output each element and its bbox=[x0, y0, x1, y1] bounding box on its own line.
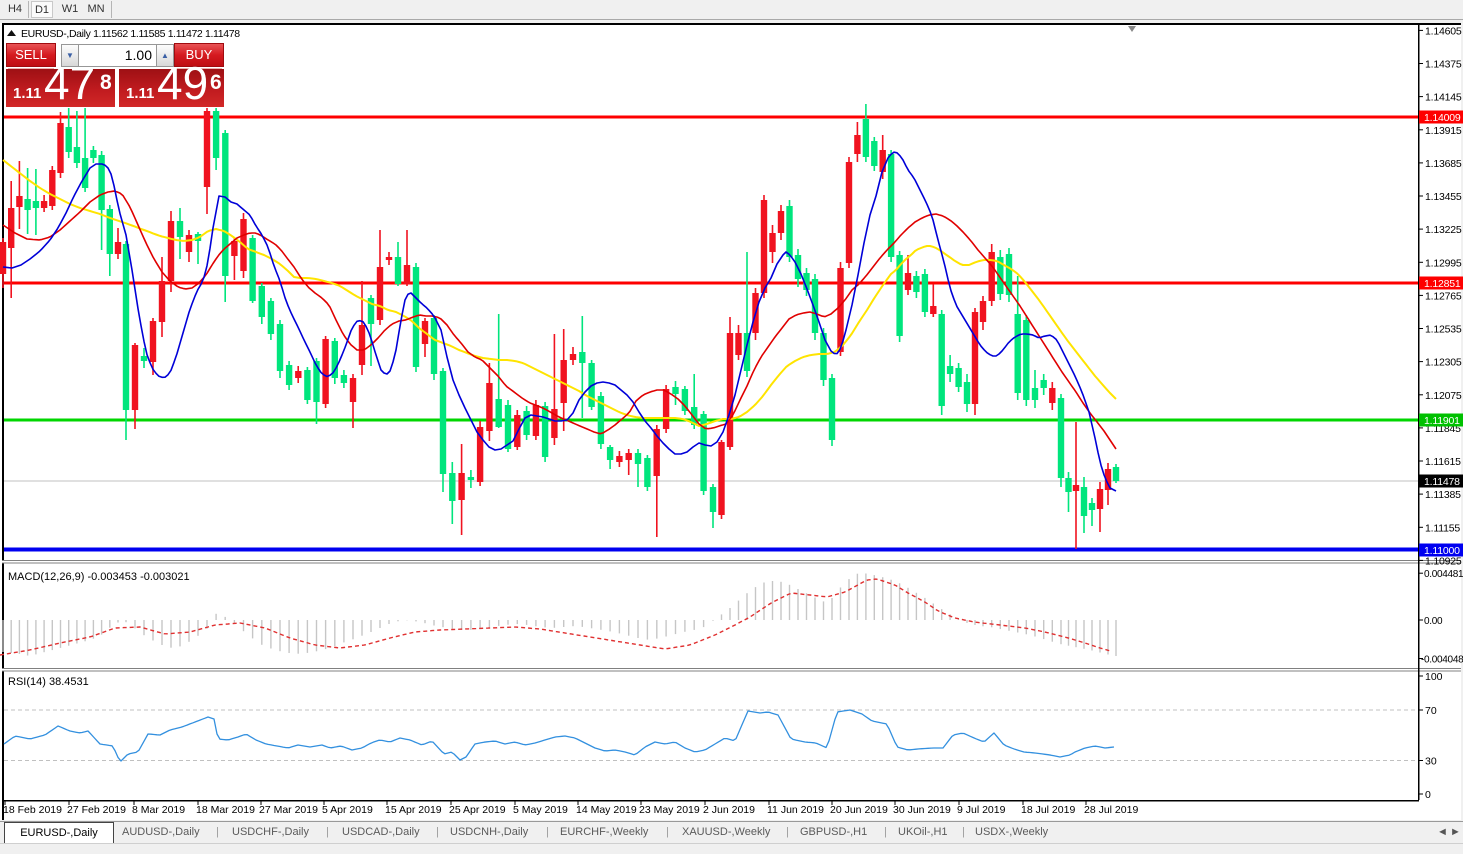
svg-text:0.004481: 0.004481 bbox=[1424, 569, 1463, 580]
svg-text:1.10925: 1.10925 bbox=[1425, 555, 1462, 567]
svg-text:1.12075: 1.12075 bbox=[1425, 390, 1462, 402]
svg-text:18 Feb 2019: 18 Feb 2019 bbox=[3, 804, 62, 816]
svg-text:1.11615: 1.11615 bbox=[1425, 456, 1461, 468]
svg-text:1.13915: 1.13915 bbox=[1425, 125, 1462, 137]
svg-text:0: 0 bbox=[1425, 789, 1431, 801]
svg-text:18 Mar 2019: 18 Mar 2019 bbox=[196, 804, 255, 816]
svg-text:1.12535: 1.12535 bbox=[1425, 324, 1462, 336]
svg-text:30 Jun 2019: 30 Jun 2019 bbox=[893, 804, 951, 816]
svg-text:14 May 2019: 14 May 2019 bbox=[576, 804, 637, 816]
svg-text:MACD(12,26,9) -0.003453 -0.003: MACD(12,26,9) -0.003453 -0.003021 bbox=[8, 571, 190, 583]
svg-text:0.00: 0.00 bbox=[1424, 616, 1443, 627]
svg-text:1.11478: 1.11478 bbox=[1424, 476, 1460, 488]
svg-text:27 Mar 2019: 27 Mar 2019 bbox=[259, 804, 318, 816]
svg-text:1.11000: 1.11000 bbox=[1424, 545, 1460, 557]
svg-text:1.11385: 1.11385 bbox=[1425, 489, 1461, 501]
svg-text:18 Jul 2019: 18 Jul 2019 bbox=[1021, 804, 1075, 816]
svg-text:5 Apr 2019: 5 Apr 2019 bbox=[322, 804, 373, 816]
svg-text:1.13685: 1.13685 bbox=[1425, 158, 1462, 170]
svg-text:1.12305: 1.12305 bbox=[1425, 357, 1462, 369]
svg-text:100: 100 bbox=[1425, 671, 1443, 683]
svg-text:1.12765: 1.12765 bbox=[1425, 290, 1462, 302]
svg-text:28 Jul 2019: 28 Jul 2019 bbox=[1084, 804, 1138, 816]
svg-text:30: 30 bbox=[1425, 756, 1437, 768]
svg-text:1.14009: 1.14009 bbox=[1424, 112, 1461, 124]
svg-text:20 Jun 2019: 20 Jun 2019 bbox=[830, 804, 888, 816]
svg-text:1.11155: 1.11155 bbox=[1425, 522, 1460, 534]
svg-text:1.14145: 1.14145 bbox=[1425, 92, 1462, 104]
svg-text:1.13455: 1.13455 bbox=[1425, 191, 1462, 203]
svg-text:1.14605: 1.14605 bbox=[1425, 25, 1462, 37]
svg-text:RSI(14) 38.4531: RSI(14) 38.4531 bbox=[8, 676, 89, 688]
svg-text:23 May 2019: 23 May 2019 bbox=[639, 804, 700, 816]
svg-text:2 Jun 2019: 2 Jun 2019 bbox=[703, 804, 755, 816]
svg-text:25 Apr 2019: 25 Apr 2019 bbox=[449, 804, 506, 816]
svg-text:1.12851: 1.12851 bbox=[1424, 278, 1461, 290]
svg-text:8 Mar 2019: 8 Mar 2019 bbox=[132, 804, 185, 816]
svg-text:11 Jun 2019: 11 Jun 2019 bbox=[767, 804, 824, 816]
svg-text:70: 70 bbox=[1425, 705, 1437, 717]
svg-text:1.13225: 1.13225 bbox=[1425, 224, 1462, 236]
svg-text:5 May 2019: 5 May 2019 bbox=[513, 804, 568, 816]
svg-text:15 Apr 2019: 15 Apr 2019 bbox=[385, 804, 442, 816]
svg-text:1.12995: 1.12995 bbox=[1425, 257, 1462, 269]
svg-text:-0.004048: -0.004048 bbox=[1421, 655, 1463, 666]
svg-text:9 Jul 2019: 9 Jul 2019 bbox=[957, 804, 1006, 816]
svg-text:27 Feb 2019: 27 Feb 2019 bbox=[67, 804, 126, 816]
svg-text:1.11901: 1.11901 bbox=[1424, 415, 1460, 427]
svg-text:1.14375: 1.14375 bbox=[1425, 59, 1462, 71]
svg-text:EURUSD-,Daily 1.11562 1.11585: EURUSD-,Daily 1.11562 1.11585 1.11472 1.… bbox=[21, 28, 240, 40]
